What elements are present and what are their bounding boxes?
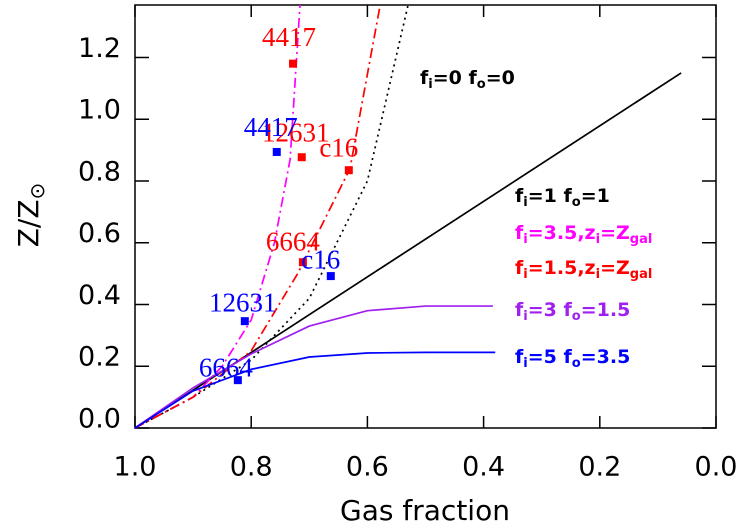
- legend-text: f: [515, 185, 524, 207]
- legend-sub: i: [523, 232, 527, 247]
- y-tick-label: 1.0: [78, 95, 121, 126]
- y-tick-label: 0.0: [78, 404, 121, 435]
- data-point: [233, 376, 242, 385]
- legend-text: =0: [486, 67, 515, 89]
- y-tick-label: 0.2: [78, 342, 121, 373]
- x-tick-label: 0.6: [346, 452, 389, 483]
- legend-text: f: [515, 222, 524, 244]
- legend-text: f: [515, 346, 524, 368]
- y-label-sub: ⊙: [25, 183, 49, 200]
- point-label: 4417: [262, 22, 316, 52]
- legend-label: fi=1 fo=1: [515, 185, 610, 210]
- x-tick-label: 1.0: [114, 452, 157, 483]
- x-axis-label: Gas fraction: [340, 494, 510, 527]
- point-label: 6664: [266, 226, 321, 256]
- legend-sub: gal: [630, 267, 653, 282]
- legend-sub: i: [428, 77, 432, 92]
- curve: [134, 351, 496, 429]
- data-point: [297, 153, 306, 162]
- legend-sub: o: [572, 195, 581, 210]
- x-tick-label: 0.4: [462, 452, 505, 483]
- x-tick-label: 0.8: [230, 452, 273, 483]
- legend-label: fi=1.5,zi=Zgal: [515, 257, 652, 282]
- plot-frame: [134, 4, 717, 429]
- y-tick-label: 0.8: [78, 156, 121, 187]
- legend-label: fi=3.5,zi=Zgal: [515, 222, 652, 247]
- legend-text: =3 f: [528, 299, 573, 321]
- legend-sub: i: [523, 356, 527, 371]
- legend-text: =Z: [600, 222, 630, 244]
- legend-text: =1.5: [581, 299, 631, 321]
- point-label: 12631: [262, 117, 330, 147]
- y-tick-label: 1.2: [78, 33, 121, 64]
- data-point: [272, 147, 281, 156]
- point-label: 4417: [244, 112, 298, 142]
- legend-text: f: [420, 67, 429, 89]
- legend-label: fi=0 fo=0: [420, 67, 515, 92]
- y-tick-label: 0.6: [78, 218, 121, 249]
- legend-label: fi=3 fo=1.5: [515, 299, 630, 324]
- curve: [134, 4, 382, 429]
- legend-label: fi=5 fo=3.5: [515, 346, 630, 371]
- legend-text: =Z: [600, 257, 630, 279]
- data-point: [344, 166, 353, 175]
- legend-text: =1: [581, 185, 610, 207]
- legend-sub: i: [596, 232, 600, 247]
- legend-text: =5 f: [528, 346, 573, 368]
- legend-sub: o: [572, 309, 581, 324]
- data-point: [298, 258, 307, 267]
- legend-sub: i: [523, 195, 527, 210]
- legend-text: =1 f: [528, 185, 573, 207]
- point-label: 12631: [209, 287, 277, 317]
- point-label: c16: [319, 132, 358, 162]
- curve: [134, 305, 493, 429]
- legend-sub: o: [572, 356, 581, 371]
- legend-sub: i: [596, 267, 600, 282]
- legend-text: =3.5,z: [528, 222, 596, 244]
- legend-text: f: [515, 257, 524, 279]
- legend-text: f: [515, 299, 524, 321]
- x-tick-label: 0.2: [578, 452, 621, 483]
- y-label-main: Z/Z: [12, 199, 45, 247]
- y-axis-label: Z/Z⊙: [12, 183, 49, 248]
- data-point: [240, 317, 249, 326]
- legend-text: =1.5,z: [528, 257, 596, 279]
- data-point: [326, 272, 335, 281]
- y-tick-label: 0.4: [78, 280, 121, 311]
- x-tick-label: 0.0: [695, 452, 738, 483]
- legend-sub: i: [523, 309, 527, 324]
- legend-sub: i: [523, 267, 527, 282]
- data-point: [289, 59, 298, 68]
- legend-sub: o: [477, 77, 486, 92]
- legend-text: =3.5: [581, 346, 631, 368]
- point-label: 6664: [199, 352, 254, 382]
- legend-text: =0 f: [433, 67, 478, 89]
- legend-sub: gal: [630, 232, 653, 247]
- point-label: c16: [301, 244, 340, 274]
